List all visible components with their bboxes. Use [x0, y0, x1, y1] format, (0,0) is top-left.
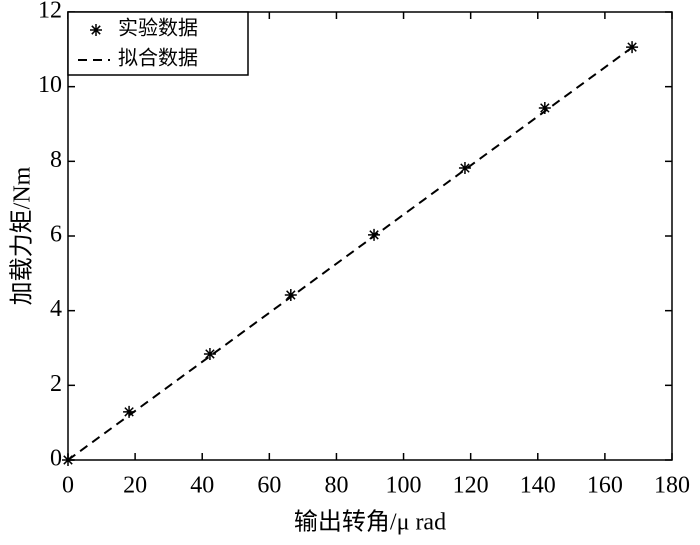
x-tick-label: 120: [453, 473, 489, 499]
legend-label: 实验数据: [118, 17, 198, 40]
x-tick-label: 60: [257, 473, 281, 499]
data-point: [284, 288, 297, 301]
data-point: [538, 101, 551, 114]
y-tick-label: 2: [50, 371, 62, 397]
data-point: [368, 228, 381, 241]
fit-line: [67, 46, 633, 461]
x-tick-label: 40: [190, 473, 214, 499]
y-tick-label: 0: [50, 446, 62, 472]
y-tick-label: 8: [50, 147, 62, 173]
y-tick-label: 6: [50, 222, 62, 248]
data-point: [203, 347, 216, 360]
y-tick-label: 10: [38, 72, 62, 98]
x-tick-label: 160: [587, 473, 623, 499]
data-point: [626, 41, 639, 54]
x-axis-label: 输出转角/μ rad: [294, 509, 446, 536]
y-axis-label: 加载力矩/Nm: [9, 166, 36, 305]
plot-frame: [67, 11, 673, 461]
x-tick-label: 140: [520, 473, 556, 499]
legend-label: 拟合数据: [118, 47, 198, 70]
legend-marker: [90, 24, 102, 36]
x-tick-label: 0: [62, 473, 74, 499]
y-tick-label: 4: [50, 296, 62, 322]
x-tick-label: 180: [654, 473, 690, 499]
legend-box: [67, 11, 249, 76]
data-point: [123, 405, 136, 418]
data-point: [458, 162, 471, 175]
x-tick-label: 100: [386, 473, 422, 499]
x-tick-label: 20: [123, 473, 147, 499]
y-tick-label: 12: [38, 0, 62, 24]
x-tick-label: 80: [324, 473, 348, 499]
